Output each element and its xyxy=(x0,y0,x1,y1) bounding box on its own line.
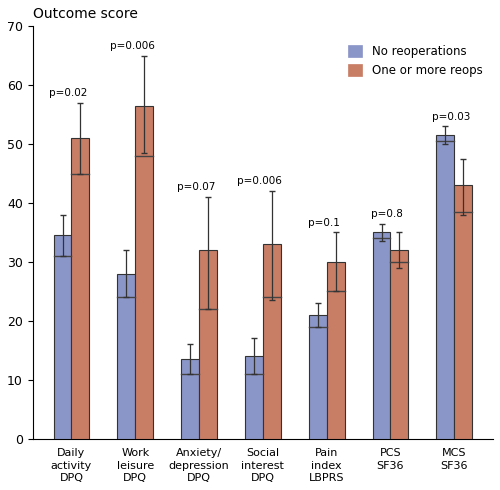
Bar xyxy=(454,185,472,439)
Text: p=0.1: p=0.1 xyxy=(308,218,340,228)
Bar xyxy=(54,235,72,439)
Text: p=0.07: p=0.07 xyxy=(176,182,215,193)
Text: p=0.006: p=0.006 xyxy=(110,41,154,51)
Bar xyxy=(181,359,199,439)
Text: p=0.02: p=0.02 xyxy=(49,88,88,98)
Text: p=0.03: p=0.03 xyxy=(432,112,470,122)
Bar xyxy=(118,273,136,439)
Bar xyxy=(245,356,263,439)
Bar xyxy=(72,138,90,439)
Bar xyxy=(436,135,454,439)
Text: Outcome score: Outcome score xyxy=(32,7,138,21)
Bar xyxy=(326,262,344,439)
Bar xyxy=(372,232,390,439)
Bar xyxy=(309,315,326,439)
Legend: No reoperations, One or more reops: No reoperations, One or more reops xyxy=(344,41,487,82)
Bar xyxy=(263,244,280,439)
Bar xyxy=(136,106,153,439)
Text: p=0.8: p=0.8 xyxy=(372,209,403,219)
Bar xyxy=(199,250,217,439)
Bar xyxy=(390,250,408,439)
Text: p=0.006: p=0.006 xyxy=(237,176,282,187)
